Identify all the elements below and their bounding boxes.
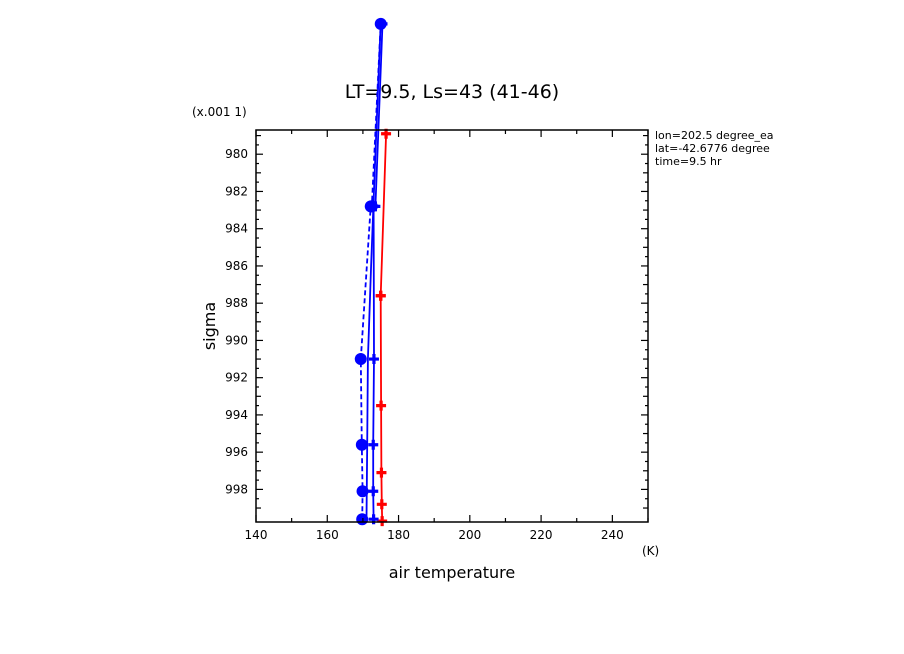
y-tick-label: 996 <box>225 445 248 459</box>
series-0-point <box>377 516 388 527</box>
plot-frame <box>255 129 649 523</box>
info-clip-mask <box>780 128 904 172</box>
series-2-point <box>374 17 387 30</box>
x-tick-label: 200 <box>458 528 481 542</box>
y-axis: 980 982 984 986 988 990 992 994 996 998 <box>225 134 648 509</box>
series-1-point <box>368 354 379 365</box>
series-line-0 <box>379 133 387 522</box>
series-layer <box>354 17 392 527</box>
x-tick-label: 160 <box>316 528 339 542</box>
series-0-point <box>376 400 387 411</box>
y-axis-label: sigma <box>200 302 219 350</box>
y-tick-label: 984 <box>225 222 248 236</box>
series-2-point <box>365 200 378 213</box>
series-2-point <box>354 353 367 366</box>
series-1-point <box>368 439 379 450</box>
info-lon: lon=202.5 degree_ea <box>655 129 774 142</box>
series-0-point <box>376 467 387 478</box>
info-time: time=9.5 hr <box>655 155 722 168</box>
x-tick-label: 140 <box>245 528 268 542</box>
info-lat: lat=-42.6776 degree <box>655 142 770 155</box>
y-tick-label: 994 <box>225 408 248 422</box>
series-2-point <box>356 485 369 498</box>
chart-title: LT=9.5, Ls=43 (41-46) <box>345 81 559 103</box>
x-axis-label: air temperature <box>389 563 515 582</box>
x-unit-label: (K) <box>642 544 659 558</box>
y-tick-label: 980 <box>225 147 248 161</box>
y-tick-label: 988 <box>225 296 248 310</box>
series-1-point <box>368 486 379 497</box>
series-line-3 <box>365 23 382 520</box>
series-2-point <box>355 438 368 451</box>
y-tick-label: 990 <box>225 333 248 347</box>
x-axis: 140 160 180 200 220 240 <box>245 130 649 542</box>
x-tick-label: 220 <box>530 528 553 542</box>
series-0-point <box>376 499 387 510</box>
x-tick-label: 180 <box>387 528 410 542</box>
series-0-point <box>375 290 386 301</box>
y-tick-label: 986 <box>225 259 248 273</box>
x-tick-label: 240 <box>601 528 624 542</box>
y-tick-label: 992 <box>225 371 248 385</box>
y-tick-label: 982 <box>225 184 248 198</box>
y-multiplier-label: (x.001 1) <box>192 105 247 119</box>
y-tick-label: 998 <box>225 482 248 496</box>
